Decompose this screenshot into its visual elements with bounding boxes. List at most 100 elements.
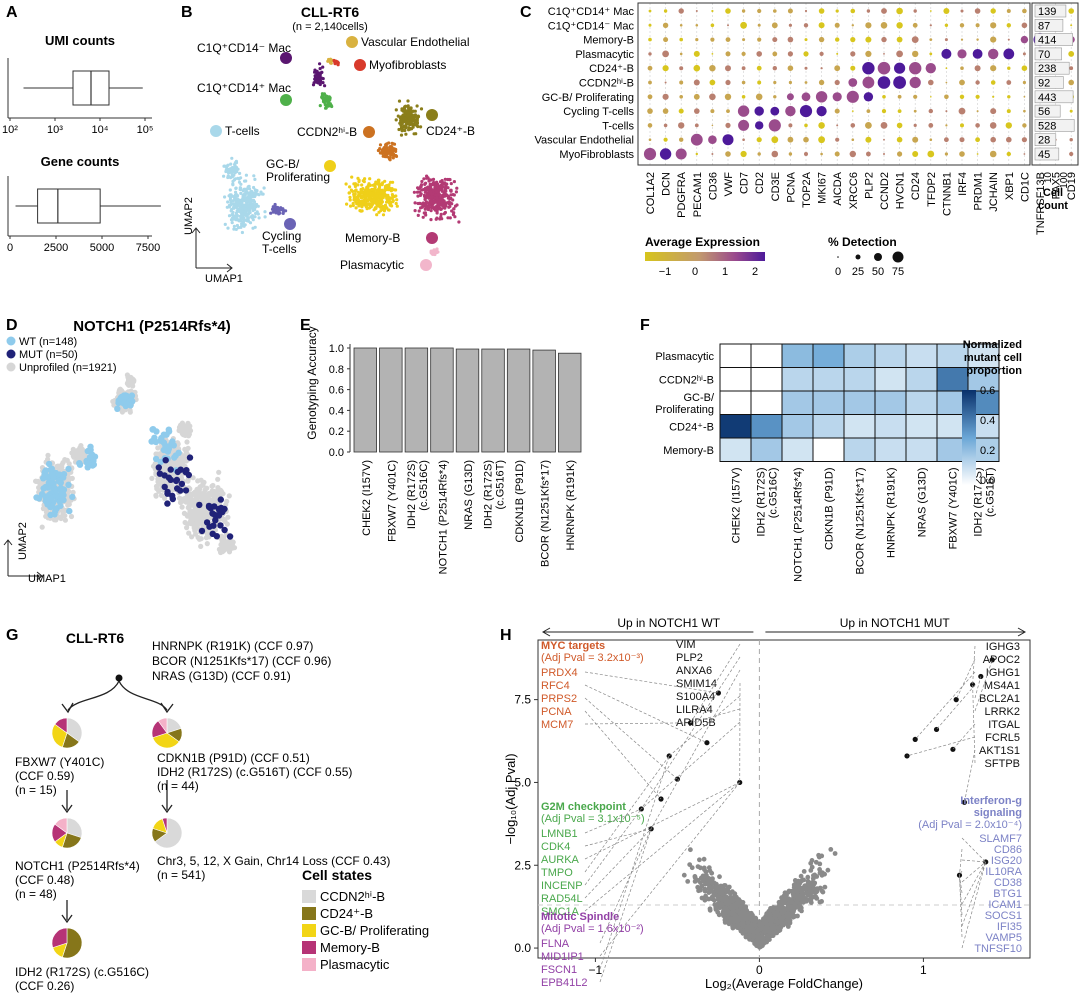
umap-unprofiled-cell bbox=[181, 432, 187, 438]
umap-cell bbox=[350, 175, 354, 179]
umap-cell bbox=[388, 203, 392, 207]
umap-cell bbox=[313, 68, 317, 72]
umap-cell bbox=[257, 216, 261, 220]
heatmap-col-label: NOTCH1 (P2514Rfs*4) bbox=[793, 468, 805, 582]
dotplot-dot bbox=[896, 22, 903, 29]
umap-cell bbox=[234, 190, 238, 194]
dotplot-dot bbox=[787, 36, 794, 43]
umap-cell bbox=[233, 161, 237, 165]
heatmap-row-label: CCDN2ʰⁱ-B bbox=[659, 374, 714, 386]
umap-cell bbox=[427, 190, 431, 194]
umap-cell bbox=[406, 104, 410, 108]
dotplot-dot bbox=[648, 23, 652, 27]
panel-label-b: B bbox=[181, 4, 193, 21]
dotplot-row-label: T-cells bbox=[602, 120, 634, 132]
volcano-point bbox=[819, 853, 825, 859]
umap-cell bbox=[391, 156, 395, 160]
header-left-label: Up in NOTCH1 WT bbox=[617, 616, 720, 630]
umap-cell bbox=[228, 188, 232, 192]
umap-cell bbox=[260, 192, 264, 196]
umap-unprofiled-cell bbox=[184, 512, 190, 518]
tree-arrowhead-left bbox=[61, 702, 74, 714]
umap-cell bbox=[399, 116, 403, 120]
umap-cell bbox=[394, 188, 398, 192]
cell-count-bar bbox=[1034, 119, 1075, 132]
cell-count-value: 414 bbox=[1038, 35, 1056, 47]
annotation-title: MYC targets bbox=[541, 640, 605, 652]
volcano-point bbox=[785, 923, 791, 929]
umap-label-c1qpos: C1Q⁺CD14⁺ Mac bbox=[197, 81, 291, 95]
volcano-point bbox=[799, 878, 805, 884]
umap-cell bbox=[413, 201, 417, 205]
dotplot-dot bbox=[959, 94, 965, 100]
dotplot-dot bbox=[990, 36, 997, 43]
dotplot-dot bbox=[975, 137, 980, 143]
dotplot-dot bbox=[725, 151, 731, 157]
volcano-point bbox=[782, 892, 788, 898]
e-ytick-label: 1.0 bbox=[329, 343, 344, 355]
dotplot-gene-label: TNFRSF13B bbox=[1035, 172, 1047, 235]
dotplot-dot bbox=[693, 79, 700, 86]
e-category-label: (c.G516T) bbox=[495, 460, 507, 510]
f-colorbar-title: mutant cell bbox=[964, 352, 1022, 364]
dotplot-dot bbox=[742, 138, 745, 141]
heatmap-cell bbox=[781, 437, 814, 462]
umap-wt-cell bbox=[117, 394, 124, 402]
cell-count-value: 45 bbox=[1038, 149, 1050, 161]
dotplot-dot bbox=[866, 9, 871, 13]
dotplot-dot bbox=[834, 79, 840, 86]
dotplot-dot bbox=[1022, 8, 1027, 14]
umap-mut-cell bbox=[169, 492, 176, 499]
dotplot-dot bbox=[928, 79, 934, 86]
dotplot-gene-label: PRDM1 bbox=[973, 172, 985, 211]
volcano-point bbox=[802, 883, 808, 889]
dotplot-dot bbox=[773, 9, 777, 13]
annotation-gene: MS4A1 bbox=[984, 680, 1020, 692]
dotplot-dot bbox=[975, 94, 980, 99]
umap-unprofiled-cell bbox=[191, 525, 197, 531]
umap-cell bbox=[359, 199, 363, 204]
dotplot-dot bbox=[974, 65, 981, 72]
umap-wt-cell bbox=[114, 405, 121, 412]
cell-count-bar bbox=[1034, 76, 1064, 89]
umap-cell bbox=[372, 198, 376, 202]
panel-d: D NOTCH1 (P2514Rfs*4) WT (n=148) MUT (n=… bbox=[3, 317, 238, 585]
volcano-point bbox=[817, 870, 823, 876]
umap-wt-cell bbox=[33, 494, 40, 501]
umap-unprofiled-cell bbox=[58, 515, 64, 522]
dotplot-dot bbox=[913, 9, 917, 13]
umap-mut-cell bbox=[164, 500, 171, 507]
volcano-point bbox=[813, 873, 818, 879]
umap-cell bbox=[348, 185, 352, 189]
dotplot-dot bbox=[883, 153, 885, 155]
dotplot-dot bbox=[757, 152, 761, 156]
cell-count-bar bbox=[1034, 47, 1062, 61]
umap-cell bbox=[375, 213, 379, 217]
clone-labels: FBXW7 (Y401C)(CCF 0.59)(n = 15)CDKN1B (P… bbox=[15, 751, 390, 995]
umap-cell bbox=[446, 216, 450, 220]
dotplot-dot bbox=[974, 8, 981, 14]
umap-cell bbox=[434, 188, 438, 192]
umi-boxplot bbox=[23, 70, 143, 106]
annotation-gene: RFC4 bbox=[541, 680, 570, 692]
umap-unprofiled-cell bbox=[185, 521, 191, 527]
dotplot-dot bbox=[866, 151, 871, 157]
umap-mut-cell bbox=[212, 517, 219, 524]
dotplot-dot bbox=[647, 94, 653, 100]
umap-cell bbox=[442, 182, 446, 186]
dotplot-dot bbox=[834, 22, 840, 28]
dotplot-dot bbox=[818, 36, 825, 43]
umap-cell bbox=[362, 180, 366, 184]
umap-cell bbox=[254, 203, 258, 207]
dotplot-dot bbox=[927, 150, 935, 158]
volcano-point bbox=[780, 916, 785, 921]
dotplot-dot bbox=[678, 122, 685, 129]
umap-mut-cell bbox=[167, 466, 174, 473]
clone-label: FBXW7 (Y401C) bbox=[15, 755, 104, 769]
umap-mut-cell bbox=[183, 467, 190, 474]
umap-cell bbox=[427, 205, 431, 210]
umap-cell bbox=[233, 197, 237, 201]
dotplot-dot bbox=[695, 24, 699, 27]
umap-b-axis-y-label: UMAP2 bbox=[183, 197, 195, 235]
